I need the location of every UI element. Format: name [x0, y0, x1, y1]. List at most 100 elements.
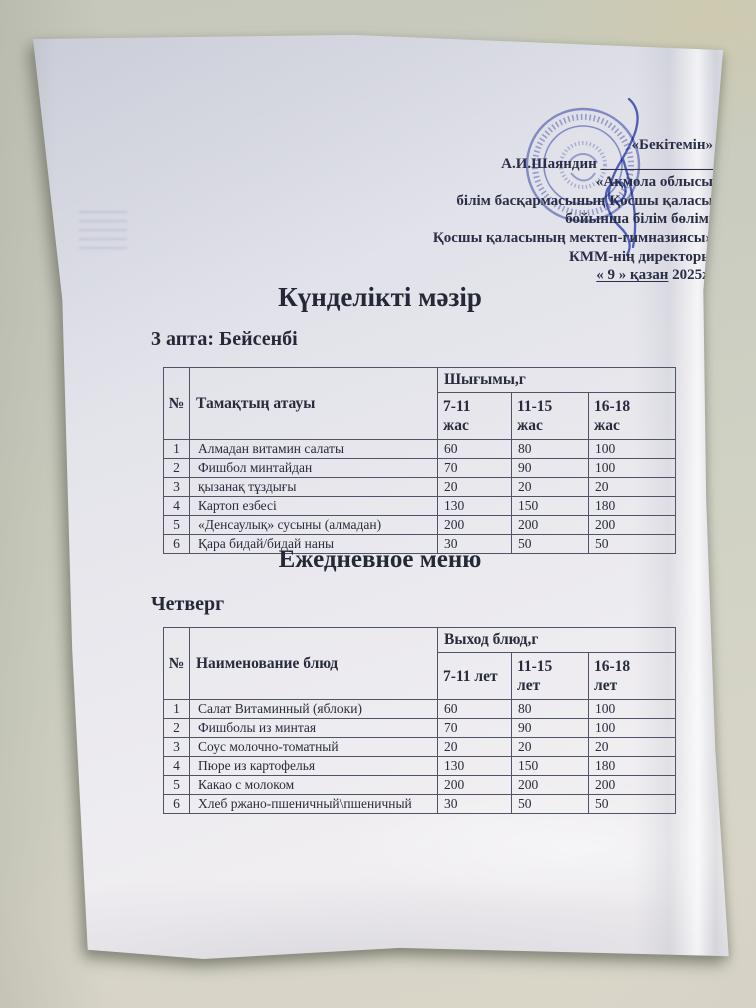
week-day-ru: Четверг	[151, 593, 225, 615]
portion-11-15: 20	[511, 477, 589, 497]
portion-16-18: 20	[588, 477, 676, 497]
approval-block: «Бекітемін» А.И.Шаяндин _______________ …	[283, 136, 713, 285]
portion-16-18: 20	[588, 737, 676, 757]
col-header-output: Выход блюд,г	[437, 627, 676, 653]
portion-16-18: 180	[588, 756, 676, 776]
portion-16-18: 200	[588, 515, 676, 535]
row-number: 5	[163, 515, 190, 535]
portion-11-15: 80	[511, 439, 589, 459]
portion-11-15: 20	[511, 737, 589, 757]
col-header-age-7-11: 7-11 жас	[437, 392, 512, 440]
portion-16-18: 50	[588, 794, 676, 814]
table-row: 1 Салат Витаминный (яблоки) 60 80 100	[163, 699, 676, 719]
dish-name: Соус молочно-томатный	[189, 737, 438, 757]
table-row: 4 Пюре из картофелья 130 150 180	[163, 756, 676, 776]
table-row: 2 Фишболы из минтая 70 90 100	[163, 718, 676, 738]
row-number: 1	[163, 699, 190, 719]
portion-7-11: 70	[437, 458, 512, 478]
table-header-row: № Тамақтың атауы Шығымы,г	[163, 367, 676, 440]
approval-date: « 9 » қазан	[596, 267, 669, 284]
signature-blank-line: _______________	[600, 155, 714, 172]
portion-7-11: 20	[437, 477, 512, 497]
dish-name: Фишбол минтайдан	[189, 458, 438, 478]
col-header-age-11-15: 11-15 жас	[511, 392, 589, 440]
portion-16-18: 100	[588, 718, 676, 738]
row-number: 3	[163, 477, 190, 497]
col-header-age-16-18: 16-18 лет	[588, 652, 676, 700]
dish-name: қызанақ тұздығы	[189, 477, 438, 497]
dish-name: Картоп езбесі	[189, 496, 438, 516]
portion-16-18: 100	[588, 699, 676, 719]
col-header-no: №	[163, 627, 190, 700]
row-number: 1	[163, 439, 190, 459]
table-row: 6 Хлеб ржано-пшеничный\пшеничный 30 50 5…	[163, 794, 676, 814]
portion-11-15: 80	[511, 699, 589, 719]
dish-name: Салат Витаминный (яблоки)	[189, 699, 438, 719]
portion-11-15: 50	[511, 794, 589, 814]
menu-table-kk: № Тамақтың атауы Шығымы,г 7-11 жас 11-15…	[163, 367, 676, 554]
approval-stamp-label: «Бекітемін»	[631, 137, 713, 153]
ink-showthrough-marks	[79, 211, 127, 255]
portion-11-15: 200	[511, 515, 589, 535]
portion-7-11: 30	[437, 794, 512, 814]
portion-11-15: 90	[511, 458, 589, 478]
portion-16-18: 200	[588, 775, 676, 795]
row-number: 4	[163, 496, 190, 516]
approval-year: 2025ж	[668, 267, 713, 284]
approval-signer-line: А.И.Шаяндин _______________	[283, 155, 713, 174]
menu-title-ru: Ежедневное меню	[278, 546, 482, 573]
portion-7-11: 60	[437, 439, 512, 459]
portion-11-15: 150	[511, 756, 589, 776]
table-row: 4 Картоп езбесі 130 150 180	[163, 496, 676, 516]
col-header-dish-name: Наименование блюд	[189, 627, 438, 700]
dish-name: Фишболы из минтая	[189, 718, 438, 738]
signer-name: А.И.Шаяндин	[501, 155, 597, 172]
col-header-dish-name: Тамақтың атауы	[189, 367, 438, 440]
table-row: 5 «Денсаулық» сусыны (алмадан) 200 200 2…	[163, 515, 676, 535]
portion-7-11: 200	[437, 515, 512, 535]
table-row: 1 Алмадан витамин салаты 60 80 100	[163, 439, 676, 459]
table-row: 3 Соус молочно-томатный 20 20 20	[163, 737, 676, 757]
table-header-row: № Наименование блюд Выход блюд,г	[163, 627, 676, 700]
col-header-output: Шығымы,г	[437, 367, 676, 393]
portion-7-11: 60	[437, 699, 512, 719]
menu-title-kk: Күнделікті мәзір	[278, 282, 482, 312]
row-number: 4	[163, 756, 190, 776]
portion-11-15: 200	[511, 775, 589, 795]
row-number: 5	[163, 775, 190, 795]
week-day-kk: 3 апта: Бейсенбі	[151, 328, 298, 350]
portion-11-15: 90	[511, 718, 589, 738]
portion-16-18: 100	[588, 439, 676, 459]
paper-shadow-wrap: «Бекітемін» А.И.Шаяндин _______________ …	[27, 33, 733, 959]
col-header-age-16-18: 16-18 жас	[588, 392, 676, 440]
org-line-1: «Ақмола облысы	[595, 174, 713, 191]
org-line-2: білім басқармасының Қосшы қаласы	[456, 192, 713, 209]
portion-7-11: 130	[437, 496, 512, 516]
dish-name: Какао с молоком	[189, 775, 438, 795]
row-number: 6	[163, 794, 190, 814]
menu-document-paper: «Бекітемін» А.И.Шаяндин _______________ …	[33, 34, 729, 959]
dish-name: «Денсаулық» сусыны (алмадан)	[189, 515, 438, 535]
col-header-no: №	[163, 367, 190, 440]
table-row: 5 Какао с молоком 200 200 200	[163, 775, 676, 795]
col-header-age-11-15: 11-15 лет	[511, 652, 589, 700]
portion-7-11: 200	[437, 775, 512, 795]
row-number: 2	[163, 458, 190, 478]
dish-name: Алмадан витамин салаты	[189, 439, 438, 459]
org-line-4: Қосшы қаласының мектеп-гимназиясы»	[432, 229, 713, 246]
menu-table-ru: № Наименование блюд Выход блюд,г 7-11 ле…	[163, 627, 676, 814]
table-row: 3 қызанақ тұздығы 20 20 20	[163, 477, 676, 497]
row-number: 2	[163, 718, 190, 738]
portion-7-11: 130	[437, 756, 512, 776]
portion-7-11: 70	[437, 718, 512, 738]
table-row: 2 Фишбол минтайдан 70 90 100	[163, 458, 676, 478]
portion-7-11: 20	[437, 737, 512, 757]
row-number: 3	[163, 737, 190, 757]
dish-name: Пюре из картофелья	[189, 756, 438, 776]
col-header-age-7-11: 7-11 лет	[437, 652, 512, 700]
portion-11-15: 150	[511, 496, 589, 516]
dish-name: Хлеб ржано-пшеничный\пшеничный	[189, 794, 438, 814]
portion-16-18: 180	[588, 496, 676, 516]
org-line-5: КММ-нің директоры	[569, 248, 713, 265]
